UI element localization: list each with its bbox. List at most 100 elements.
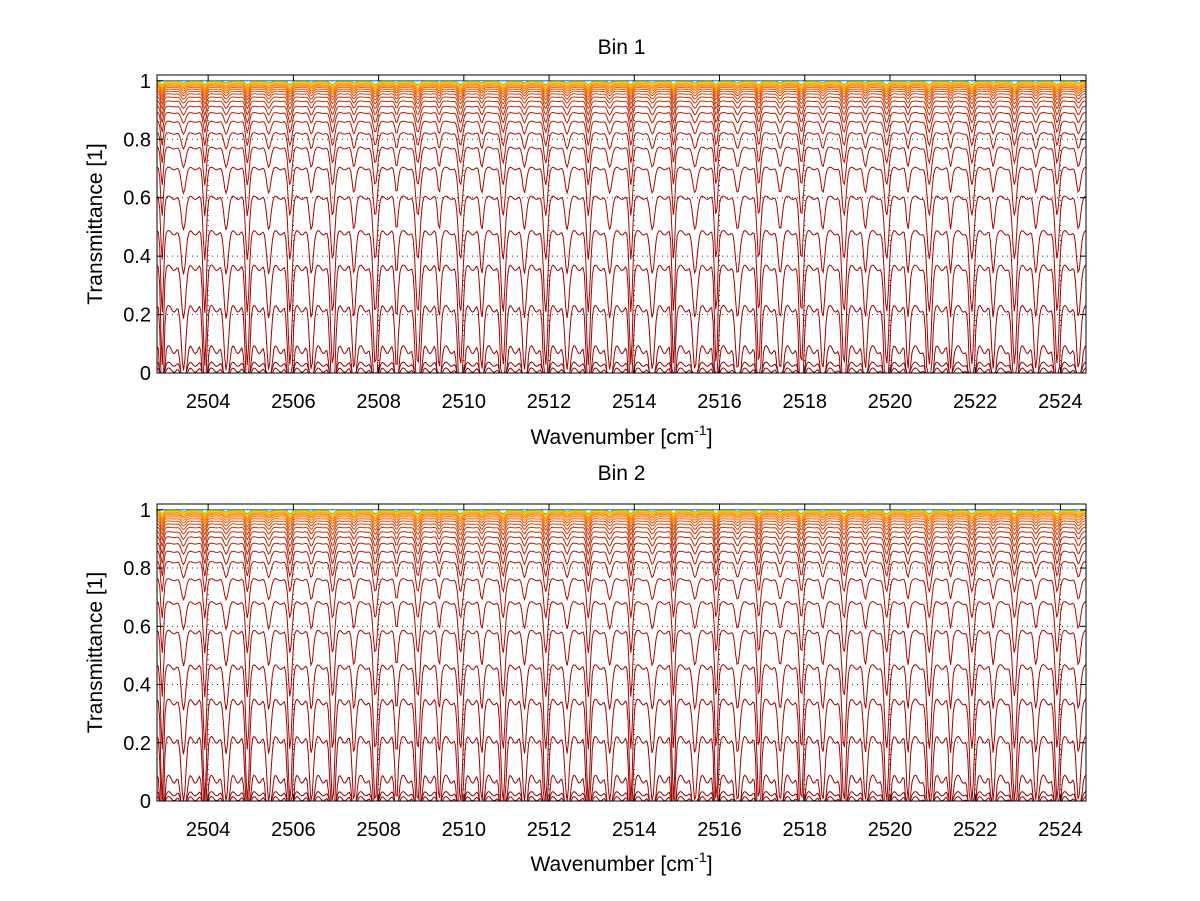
y-tick-label: 0.6: [123, 188, 151, 210]
series-line: [156, 520, 1087, 532]
series-line: [156, 88, 1086, 98]
x-axis-label: Wavenumber [cm-1]: [530, 849, 712, 876]
series-line: [156, 85, 1087, 93]
x-tick-label: 2506: [271, 819, 316, 841]
y-tick-label: 0.8: [123, 129, 151, 151]
series-line: [156, 629, 1087, 698]
x-tick-label: 2520: [868, 819, 913, 841]
x-tick-label: 2516: [697, 391, 742, 413]
series-line: [156, 195, 1087, 261]
x-axis-label-text: Wavenumber [cm: [530, 853, 694, 876]
series-line: [156, 132, 1087, 165]
y-tick-label: 0.4: [123, 675, 151, 697]
x-tick-label: 2510: [442, 391, 487, 413]
x-tick-label: 2524: [1038, 391, 1083, 413]
x-tick-label: 2524: [1038, 819, 1083, 841]
x-tick-label: 2508: [356, 391, 401, 413]
axis-ticks: 2504 2506 2508 2510 2512 2514 2516 2518 2520 2522…: [123, 500, 1086, 841]
y-axis-label: Transmittance [1]: [84, 572, 107, 733]
series-line: [156, 735, 1087, 802]
series-line: [156, 512, 1086, 519]
x-tick-label: 2512: [527, 819, 572, 841]
series-line: [156, 96, 1087, 111]
x-tick-label: 2514: [612, 391, 657, 413]
y-tick-label: 0.2: [123, 733, 151, 755]
x-tick-label: 2512: [527, 391, 572, 413]
y-axis-label: Transmittance [1]: [84, 143, 107, 304]
series-line: [156, 536, 1087, 557]
series-line: [156, 111, 1087, 135]
series-line: [156, 84, 1086, 92]
x-tick-label: 2506: [271, 391, 316, 413]
series-line: [156, 795, 1087, 802]
x-axis-label: Wavenumber [cm-1]: [530, 422, 712, 449]
series-line: [156, 664, 1087, 750]
series-line: [157, 513, 1087, 521]
series-line: [157, 82, 1086, 88]
series-line: [156, 81, 1086, 87]
x-tick-label: 2504: [186, 819, 231, 841]
series-line: [156, 93, 1087, 106]
series-line: [156, 578, 1087, 619]
x-tick-label: 2518: [782, 391, 827, 413]
series-line: [156, 90, 1087, 102]
series-line: [156, 367, 1087, 374]
y-tick-label: 0.6: [123, 616, 151, 638]
series-lines: [156, 509, 1087, 802]
series-line: [156, 542, 1087, 566]
x-tick-label: 2514: [612, 819, 657, 841]
x-axis-label-end: ]: [707, 853, 713, 876]
series-line: [156, 304, 1087, 374]
plot-bin-2: Bin 2 Transmittance [1] Wavenumber [cm-1…: [84, 462, 1087, 876]
series-line: [156, 523, 1087, 536]
series-line: [156, 229, 1087, 313]
series-line: [156, 166, 1087, 217]
x-axis-label-text: Wavenumber [cm: [530, 426, 694, 449]
series-line: [156, 514, 1086, 522]
series-line: [156, 100, 1087, 117]
x-tick-label: 2510: [442, 819, 487, 841]
x-axis-label-superscript: -1: [694, 422, 707, 438]
series-line: [156, 550, 1087, 578]
plot-frame: [156, 74, 1087, 374]
series-line: [156, 601, 1087, 654]
x-tick-label: 2508: [356, 819, 401, 841]
x-tick-label: 2504: [186, 391, 231, 413]
x-tick-label: 2518: [782, 819, 827, 841]
series-line: [156, 511, 1087, 517]
y-tick-label: 1: [140, 71, 151, 93]
x-axis-label-end: ]: [707, 426, 713, 449]
series-line: [156, 146, 1087, 187]
plot-bin-1: Bin 1 Transmittance [1] Wavenumber [cm-1…: [84, 36, 1087, 449]
x-axis-label-superscript: -1: [694, 849, 707, 865]
chart-title: Bin 1: [598, 36, 646, 59]
x-tick-label: 2516: [697, 819, 742, 841]
series-line: [156, 86, 1086, 96]
series-line: [156, 531, 1087, 549]
y-tick-label: 0.2: [123, 305, 151, 327]
series-line: [156, 361, 1087, 374]
series-line: [156, 526, 1087, 542]
series-line: [157, 510, 1086, 516]
series-line: [156, 698, 1087, 802]
axis-ticks: 2504 2506 2508 2510 2512 2514 2516 2518 2520 2522…: [123, 71, 1086, 413]
grid: [157, 504, 1086, 802]
x-tick-label: 2522: [953, 391, 998, 413]
series-line: [156, 518, 1087, 528]
series-line: [156, 83, 1086, 90]
series-lines: [156, 80, 1087, 374]
y-tick-label: 0.4: [123, 246, 151, 268]
series-line: [156, 120, 1087, 148]
series-line: [156, 509, 1086, 515]
y-tick-label: 0.8: [123, 558, 151, 580]
series-line: [156, 516, 1087, 525]
series-line: [156, 264, 1087, 366]
chart-title: Bin 2: [598, 462, 646, 485]
y-tick-label: 0: [140, 791, 151, 813]
x-tick-label: 2522: [953, 819, 998, 841]
grid: [157, 75, 1086, 374]
series-line: [156, 560, 1087, 594]
y-tick-label: 0: [140, 363, 151, 385]
y-tick-label: 1: [140, 500, 151, 522]
